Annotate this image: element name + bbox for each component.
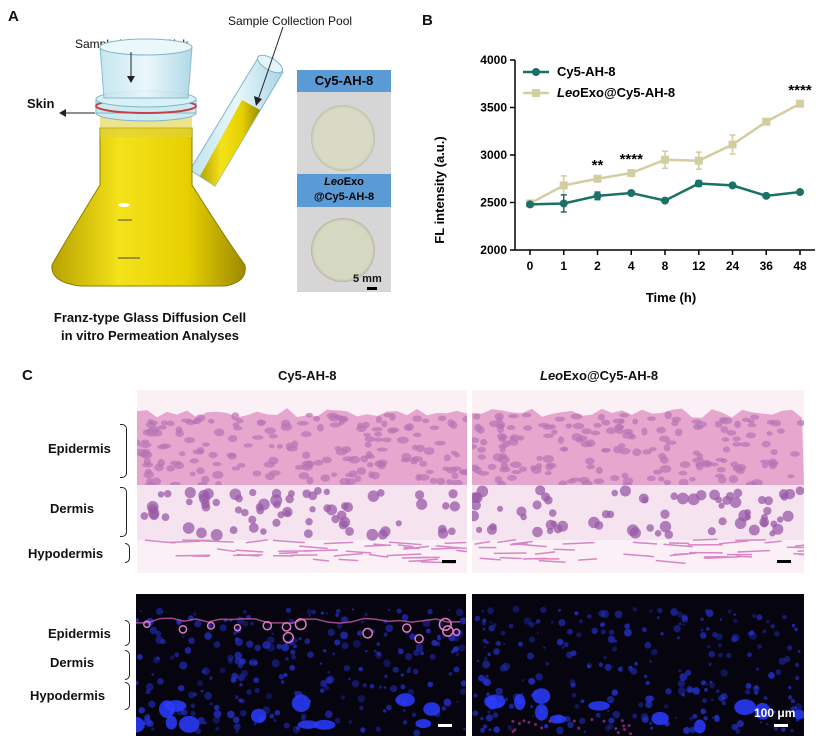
x-tick-label: 4 xyxy=(628,259,635,273)
data-point xyxy=(694,179,703,188)
x-tick-label: 48 xyxy=(793,259,807,273)
fl-label-epidermis: Epidermis xyxy=(48,626,111,641)
fl-label-hypodermis: Hypodermis xyxy=(30,688,106,703)
x-tick-label: 1 xyxy=(560,259,567,273)
data-point xyxy=(728,140,737,149)
data-point xyxy=(593,191,602,200)
he-label-epidermis: Epidermis xyxy=(48,441,111,456)
sample2-header: LeoExo @Cy5-AH-8 xyxy=(297,174,391,207)
sample1-header: Cy5-AH-8 xyxy=(297,70,391,92)
fl-scale-label: 100 μm xyxy=(754,706,796,720)
he-bracket-hypodermis xyxy=(125,543,130,563)
data-point xyxy=(627,169,636,178)
sample2-scale-bar xyxy=(367,287,377,290)
fl-image-cy5 xyxy=(136,594,466,736)
data-point xyxy=(661,196,669,205)
label-skin: Skin xyxy=(27,96,55,111)
legend-marker xyxy=(532,68,540,76)
panel-c-letter: C xyxy=(22,367,33,384)
fl-image-leoexo: 100 μm xyxy=(472,594,804,736)
franz-diffusion-cell-illustration xyxy=(51,26,284,287)
fl-scale-bar-1 xyxy=(438,724,452,727)
x-tick-label: 12 xyxy=(692,259,706,273)
he-label-hypodermis: Hypodermis xyxy=(28,546,104,561)
y-tick-label: 3000 xyxy=(480,148,507,162)
y-tick-label: 2000 xyxy=(480,243,507,257)
panel-a-caption: Franz-type Glass Diffusion Cell in vitro… xyxy=(30,309,270,345)
he-bracket-epidermis xyxy=(120,424,127,478)
x-tick-label: 2 xyxy=(594,259,601,273)
he-scale-bar-2 xyxy=(777,560,791,563)
x-tick-label: 36 xyxy=(760,259,774,273)
col2-title-italic: Leo xyxy=(540,368,564,383)
fl-scale-bar-2 xyxy=(774,724,788,727)
he-label-dermis: Dermis xyxy=(50,501,95,516)
data-point xyxy=(796,188,804,197)
panel-b-letter: B xyxy=(422,12,433,29)
col2-title-rest: Exo@Cy5-AH-8 xyxy=(563,368,659,383)
he-scale-bar-1 xyxy=(442,560,456,563)
sample1-skin-disc xyxy=(311,105,375,171)
col1-title: Cy5-AH-8 xyxy=(278,368,337,383)
significance-annotation: **** xyxy=(620,151,644,168)
fl-bracket-hypodermis xyxy=(125,682,130,710)
label-sample-collection-pool: Sample Collection Pool xyxy=(228,14,353,28)
x-axis-title: Time (h) xyxy=(646,290,696,305)
panel-a-letter: A xyxy=(8,8,19,25)
y-tick-label: 3500 xyxy=(480,101,507,115)
data-point xyxy=(762,191,771,200)
sample-scale-label: 5 mm xyxy=(353,273,382,285)
he-bracket-dermis xyxy=(120,487,127,537)
y-tick-label: 4000 xyxy=(480,53,507,67)
data-point xyxy=(661,155,669,164)
significance-annotation: ** xyxy=(592,157,604,174)
data-point xyxy=(526,200,534,209)
sample2-skin-disc xyxy=(311,218,375,282)
data-point xyxy=(762,117,771,126)
fl-label-dermis: Dermis xyxy=(50,655,95,670)
x-tick-label: 8 xyxy=(662,259,669,273)
sample2-label-rest: Exo xyxy=(343,176,364,188)
data-point xyxy=(559,181,568,190)
caption-line-1: Franz-type Glass Diffusion Cell xyxy=(53,310,247,325)
fl-bracket-epidermis xyxy=(125,620,130,646)
legend-label: Cy5-AH-8 xyxy=(557,64,616,79)
fl-bracket-dermis xyxy=(125,650,130,680)
significance-annotation: **** xyxy=(788,82,812,99)
x-tick-label: 0 xyxy=(527,259,534,273)
caption-line-2: in vitro Permeation Analyses xyxy=(61,328,239,343)
sample2-label-line2: @Cy5-AH-8 xyxy=(313,191,375,203)
y-axis-title: FL intensity (a.u.) xyxy=(432,136,447,243)
data-point xyxy=(694,156,703,165)
sample-photo-box: Cy5-AH-8 LeoExo @Cy5-AH-8 5 mm xyxy=(297,70,391,292)
legend-label: LeoExo@Cy5-AH-8 xyxy=(557,85,675,100)
he-image-cy5 xyxy=(137,390,467,573)
data-point xyxy=(593,174,602,183)
legend-marker xyxy=(532,89,540,97)
col2-title: LeoExo@Cy5-AH-8 xyxy=(540,368,658,383)
data-point xyxy=(728,181,737,190)
data-point xyxy=(627,189,636,197)
data-point xyxy=(796,99,804,108)
x-tick-label: 24 xyxy=(726,259,740,273)
sample2-label-italic: Leo xyxy=(324,176,344,188)
he-image-leoexo xyxy=(472,390,804,573)
y-tick-label: 2500 xyxy=(480,196,507,210)
data-point xyxy=(559,199,568,208)
